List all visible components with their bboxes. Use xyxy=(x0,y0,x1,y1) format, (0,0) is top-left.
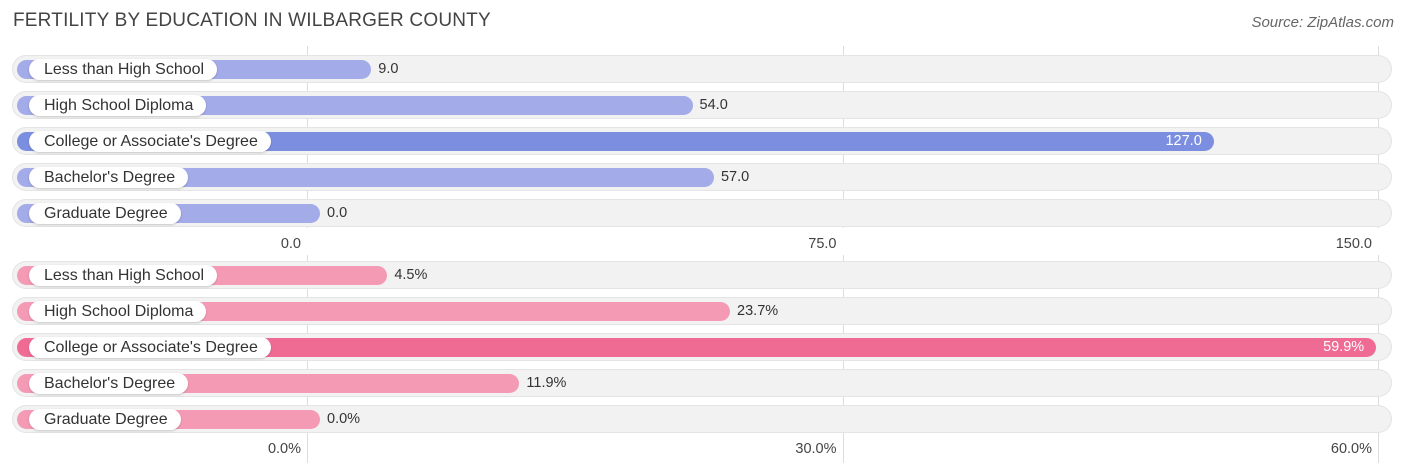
chart-title: FERTILITY BY EDUCATION IN WILBARGER COUN… xyxy=(13,10,491,31)
value-label: 127.0 xyxy=(1165,132,1202,149)
tick-label: 150.0 xyxy=(1335,236,1372,252)
value-label: 54.0 xyxy=(699,96,728,113)
value-label: 11.9% xyxy=(526,374,567,391)
value-label: 4.5% xyxy=(394,266,428,283)
value-label: 23.7% xyxy=(737,302,779,319)
value-label: 9.0 xyxy=(378,60,399,77)
tick-label: 60.0% xyxy=(1330,441,1372,457)
value-label: 59.9% xyxy=(1323,338,1365,355)
value-label: 57.0 xyxy=(720,168,750,185)
tick-label: 75.0 xyxy=(808,236,837,252)
source-label: Source: ZipAtlas.com xyxy=(1251,14,1394,31)
category-label: Bachelor's Degree xyxy=(29,372,189,394)
category-label: Bachelor's Degree xyxy=(29,166,189,188)
bar[interactable] xyxy=(17,167,714,187)
category-label: Graduate Degree xyxy=(29,408,181,430)
category-label: College or Associate's Degree xyxy=(29,336,271,358)
tick-label: 30.0% xyxy=(795,441,837,457)
tick-label: 0.0% xyxy=(267,441,301,457)
value-label: 0.0 xyxy=(327,204,348,221)
tick-label: 0.0 xyxy=(280,236,301,252)
value-label: 0.0% xyxy=(327,410,361,427)
category-label: Less than High School xyxy=(29,264,218,286)
category-label: High School Diploma xyxy=(29,300,207,322)
category-label: College or Associate's Degree xyxy=(29,130,271,152)
category-label: Graduate Degree xyxy=(29,202,181,224)
bar[interactable] xyxy=(17,337,1377,357)
bar[interactable] xyxy=(17,131,1214,151)
category-label: High School Diploma xyxy=(29,94,207,116)
category-label: Less than High School xyxy=(29,58,218,80)
